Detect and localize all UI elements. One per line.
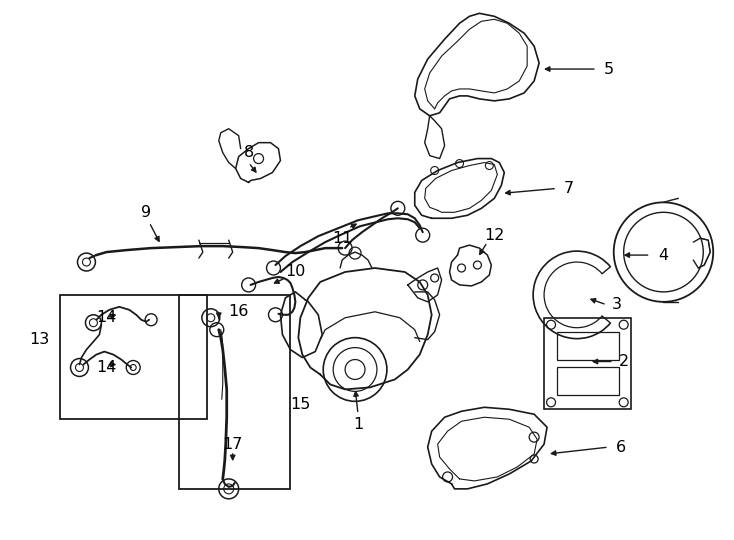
Text: 3: 3 bbox=[611, 298, 622, 312]
Text: 4: 4 bbox=[658, 247, 669, 262]
Text: 8: 8 bbox=[244, 145, 254, 160]
Text: 15: 15 bbox=[290, 397, 310, 412]
Text: 17: 17 bbox=[222, 437, 243, 451]
Text: 14: 14 bbox=[96, 360, 117, 375]
Bar bbox=[557, 332, 619, 360]
Text: 16: 16 bbox=[228, 304, 249, 319]
Text: 11: 11 bbox=[332, 231, 352, 246]
Text: 7: 7 bbox=[564, 181, 574, 196]
Text: 13: 13 bbox=[29, 332, 50, 347]
Text: 10: 10 bbox=[286, 265, 305, 280]
Bar bbox=[59, 295, 207, 419]
Text: 12: 12 bbox=[484, 228, 504, 242]
Text: 2: 2 bbox=[619, 354, 629, 369]
Bar bbox=[557, 368, 619, 395]
Bar bbox=[179, 295, 291, 489]
Text: 6: 6 bbox=[616, 440, 626, 455]
Text: 1: 1 bbox=[353, 417, 363, 431]
Text: 9: 9 bbox=[141, 205, 151, 220]
Bar bbox=[544, 318, 631, 409]
Text: 14: 14 bbox=[96, 310, 117, 325]
Text: 5: 5 bbox=[603, 62, 614, 77]
